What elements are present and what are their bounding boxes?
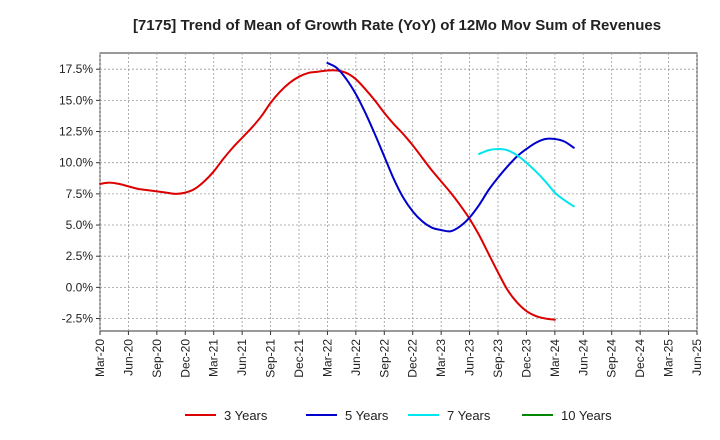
x-tick-label: Dec-24 — [633, 339, 647, 378]
x-tick-label: Mar-20 — [93, 339, 107, 377]
x-tick-label: Dec-23 — [519, 339, 533, 378]
grid — [99, 53, 698, 331]
legend-label-3-years: 3 Years — [224, 408, 268, 423]
series-layer — [99, 61, 575, 321]
y-tick-label: 15.0% — [59, 93, 93, 107]
x-tick-label: Mar-22 — [320, 339, 334, 377]
series-line-7-years — [478, 147, 575, 208]
x-tick-label: Sep-21 — [264, 339, 278, 378]
x-tick-label: Dec-22 — [406, 339, 420, 378]
x-tick-label: Mar-25 — [662, 339, 676, 377]
y-tick-label: 7.5% — [66, 187, 94, 201]
legend-label-7-years: 7 Years — [447, 408, 491, 423]
series-line-3-years — [99, 69, 556, 321]
plot-frame — [99, 52, 698, 332]
legend-label-5-years: 5 Years — [345, 408, 389, 423]
x-tick-label: Mar-24 — [548, 339, 562, 377]
series-line-5-years — [326, 61, 575, 233]
x-tick-label: Jun-21 — [235, 339, 249, 376]
legend: 3 Years 5 Years 7 Years 10 Years — [185, 408, 612, 423]
x-tick-label: Dec-21 — [292, 339, 306, 378]
chart-title: [7175] Trend of Mean of Growth Rate (YoY… — [133, 17, 661, 34]
x-tick-label: Jun-23 — [463, 339, 477, 376]
x-tick-label: Mar-21 — [207, 339, 221, 377]
y-tick-label: 10.0% — [59, 156, 93, 170]
x-tick-label: Dec-20 — [178, 339, 192, 378]
y-tick-label: -2.5% — [62, 312, 94, 326]
y-tick-label: 12.5% — [59, 125, 93, 139]
y-tick-label: 0.0% — [66, 280, 94, 294]
x-tick-label: Sep-20 — [150, 339, 164, 378]
x-tick-label: Sep-24 — [605, 339, 619, 378]
x-tick-label: Mar-23 — [434, 339, 448, 377]
x-axis: Mar-20 Jun-20 Sep-20 Dec-20 Mar-21 Jun-21 Sep-… — [93, 331, 704, 378]
x-tick-label: Jun-25 — [690, 339, 704, 376]
x-tick-label: Jun-22 — [349, 339, 363, 376]
x-tick-label: Jun-20 — [121, 339, 135, 376]
legend-label-10-years: 10 Years — [561, 408, 612, 423]
x-tick-label: Sep-22 — [377, 339, 391, 378]
plot-area — [99, 52, 698, 332]
y-axis: -2.5% 0.0% 2.5% 5.0% 7.5% 10.0% 12.5% 15.0% 17.5… — [59, 62, 100, 326]
y-tick-label: 5.0% — [66, 218, 94, 232]
x-tick-label: Sep-23 — [491, 339, 505, 378]
x-tick-label: Jun-24 — [576, 339, 590, 376]
y-tick-label: 2.5% — [66, 249, 94, 263]
y-tick-label: 17.5% — [59, 62, 93, 76]
